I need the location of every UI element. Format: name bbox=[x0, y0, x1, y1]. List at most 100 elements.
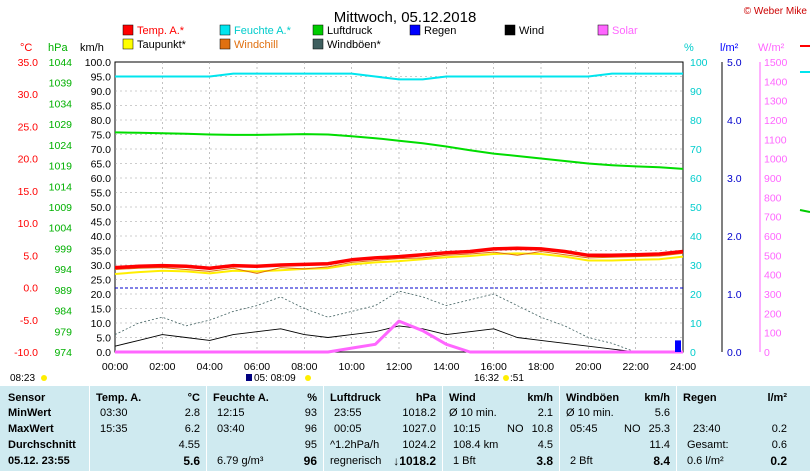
legend-swatch bbox=[597, 24, 609, 36]
x-tick-label: 12:00 bbox=[386, 361, 412, 373]
tick-label-pressure: 984 bbox=[54, 306, 72, 318]
tick-label-solar: 0 bbox=[764, 347, 770, 359]
legend-swatch bbox=[122, 38, 134, 50]
gust-max-time: 05:45 bbox=[570, 423, 598, 435]
col-humidity: Feuchte A.% 12:15 93 03:40 96 95 6.79 g/m³… bbox=[206, 386, 323, 471]
sun-moon-row: 08:23 05: 08:09 16:32 :51 bbox=[10, 373, 524, 384]
tick-label-solar: 1500 bbox=[764, 57, 788, 69]
edge-mark-green bbox=[799, 209, 810, 213]
tick-label-speed: 100.0 bbox=[85, 57, 111, 69]
tick-label-pressure: 1014 bbox=[49, 181, 73, 193]
pressure-header: Luftdruck bbox=[330, 392, 381, 404]
tick-label-temp: -5.0 bbox=[20, 315, 38, 327]
tick-label-speed: 75.0 bbox=[91, 130, 112, 142]
wind-unit: km/h bbox=[527, 392, 553, 404]
gust-current-value: 8.4 bbox=[653, 454, 670, 468]
humidity-header: Feuchte A. bbox=[213, 392, 269, 404]
tick-label-speed: 85.0 bbox=[91, 101, 112, 113]
pressure-max-time: 00:05 bbox=[334, 423, 362, 435]
tick-label-pressure: 1029 bbox=[49, 119, 73, 131]
sunset-icon bbox=[503, 375, 509, 381]
tick-label-humidity: 10 bbox=[690, 318, 702, 330]
rain-last-value: 0.2 bbox=[771, 423, 787, 435]
unit-rain: l/m² bbox=[720, 42, 739, 54]
tick-label-speed: 10.0 bbox=[91, 318, 112, 330]
tick-label-solar: 700 bbox=[764, 212, 782, 224]
average-label: Durchschnitt bbox=[8, 439, 76, 451]
tick-label-temp: 15.0 bbox=[18, 186, 39, 198]
rain-total-value: 0.6 bbox=[771, 439, 787, 451]
tick-label-speed: 15.0 bbox=[91, 304, 112, 316]
legend-swatch bbox=[504, 24, 516, 36]
tick-label-pressure: 1009 bbox=[49, 202, 73, 214]
chart-title: Mittwoch, 05.12.2018 bbox=[334, 9, 477, 26]
legend-label: Regen bbox=[424, 25, 456, 37]
wind-max-direction: NO bbox=[507, 423, 524, 435]
tick-label-pressure: 994 bbox=[54, 264, 72, 276]
stats-table: Sensor MinWert MaxWert Durchschnitt 05.1… bbox=[0, 386, 810, 471]
legend-swatch bbox=[312, 38, 324, 50]
tick-label-solar: 800 bbox=[764, 192, 782, 204]
pressure-unit: hPa bbox=[415, 392, 436, 404]
wind-current-value: 3.8 bbox=[536, 454, 553, 468]
gust-max-direction: NO bbox=[624, 423, 641, 435]
moonset-time: :51 bbox=[510, 373, 524, 384]
x-tick-label: 24:00 bbox=[670, 361, 696, 373]
humidity-min-time: 12:15 bbox=[217, 407, 245, 419]
tick-label-solar: 1000 bbox=[764, 154, 788, 166]
tick-label-solar: 600 bbox=[764, 231, 782, 243]
tick-label-speed: 5.0 bbox=[96, 333, 111, 345]
tick-label-speed: 50.0 bbox=[91, 202, 112, 214]
credit-text: © Weber Mike bbox=[744, 6, 808, 17]
col-wind: Wind km/h Ø 10 min. 2.1 10:15 NO 10.8 108.4 … bbox=[442, 386, 559, 471]
gust-beaufort: 2 Bft bbox=[570, 455, 593, 467]
wind-avg10-value: 2.1 bbox=[537, 407, 553, 419]
temp-max-value: 6.2 bbox=[184, 423, 200, 435]
tick-label-humidity: 0 bbox=[690, 347, 696, 359]
humidity-current-value: 96 bbox=[303, 454, 317, 468]
moonrise-time: 05: 08:09 bbox=[254, 373, 296, 384]
temp-min-time: 03:30 bbox=[100, 407, 128, 419]
tick-label-rain: 3.0 bbox=[727, 173, 742, 185]
x-tick-label: 00:00 bbox=[102, 361, 128, 373]
tick-label-solar: 200 bbox=[764, 308, 782, 320]
tick-label-speed: 45.0 bbox=[91, 217, 112, 229]
tick-label-solar: 100 bbox=[764, 328, 782, 340]
tick-label-speed: 90.0 bbox=[91, 86, 112, 98]
tick-label-pressure: 989 bbox=[54, 285, 72, 297]
tick-label-pressure: 1004 bbox=[49, 223, 73, 235]
rain-header: Regen bbox=[683, 392, 717, 404]
tick-label-humidity: 80 bbox=[690, 115, 702, 127]
sunrise-time: 08:23 bbox=[10, 373, 35, 384]
pressure-min-time: 23:55 bbox=[334, 407, 362, 419]
rain-bar bbox=[675, 340, 681, 352]
wind-header: Wind bbox=[449, 392, 476, 404]
x-tick-label: 22:00 bbox=[623, 361, 649, 373]
tick-label-humidity: 30 bbox=[690, 260, 702, 272]
series-group bbox=[114, 72, 684, 354]
x-tick-label: 10:00 bbox=[339, 361, 365, 373]
unit-temp: °C bbox=[20, 42, 32, 54]
legend-swatch bbox=[122, 24, 134, 36]
grid bbox=[115, 62, 683, 352]
gust-avg-value: 11.4 bbox=[649, 439, 670, 451]
sensor-header: Sensor bbox=[8, 392, 46, 404]
rain-current-value: 0.2 bbox=[770, 454, 787, 468]
tick-label-temp: 0.0 bbox=[23, 283, 38, 295]
legend-label: Windchill bbox=[234, 39, 278, 51]
sunset-time: 16:32 bbox=[474, 373, 499, 384]
rain-last-time: 23:40 bbox=[693, 423, 721, 435]
humidity-unit: % bbox=[307, 392, 317, 404]
tick-label-solar: 500 bbox=[764, 250, 782, 262]
temp-unit: °C bbox=[187, 392, 200, 404]
moon-icon bbox=[246, 374, 252, 381]
temp-avg-value: 4.55 bbox=[178, 439, 200, 451]
tick-label-speed: 60.0 bbox=[91, 173, 112, 185]
rain-total-label: Gesamt: bbox=[687, 439, 729, 451]
legend-label: Windböen* bbox=[327, 39, 382, 51]
tick-label-humidity: 50 bbox=[690, 202, 702, 214]
wind-max-value: 10.8 bbox=[531, 423, 553, 435]
tick-label-speed: 40.0 bbox=[91, 231, 112, 243]
tick-label-temp: 20.0 bbox=[18, 154, 39, 166]
legend-label: Feuchte A.* bbox=[234, 25, 292, 37]
